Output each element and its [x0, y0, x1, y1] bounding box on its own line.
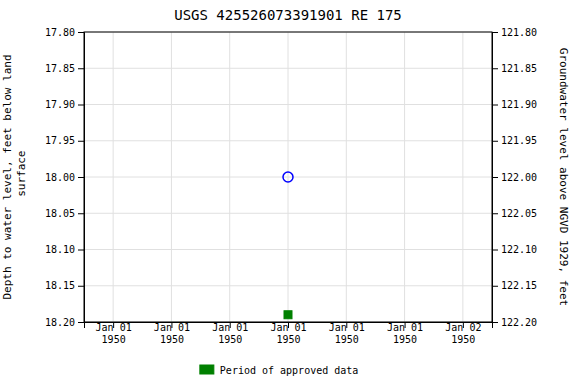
tick: 122.10	[492, 244, 537, 255]
tick: 18.20	[45, 317, 84, 328]
grid-line	[229, 32, 230, 322]
grid-line	[462, 32, 463, 322]
tick: Jan 011950	[270, 322, 306, 345]
axis-title: Groundwater level above NGVD 1929, feet	[557, 48, 570, 306]
axis-title: Depth to water level, feet below land su…	[1, 54, 27, 299]
tick: 17.80	[45, 27, 84, 38]
tick: 18.10	[45, 244, 84, 255]
tick-label: 17.95	[45, 135, 75, 146]
y-axis: 17.80 17.85 17.90 17.95 18.00 18.05 18.10 18.15…	[45, 27, 85, 328]
tick-label: Jan 011950	[387, 322, 423, 345]
grid-line	[113, 32, 114, 322]
plot: Jan 011950 Jan 011950 Jan 011950 Jan 011950…	[45, 27, 537, 345]
tick-label: 17.80	[45, 27, 75, 38]
grid-line	[346, 32, 347, 322]
legend-swatch	[200, 365, 214, 374]
x-axis: Jan 011950 Jan 011950 Jan 011950 Jan 011950…	[85, 322, 493, 345]
tick: 122.05	[492, 208, 537, 219]
tick: Jan 011950	[212, 322, 248, 345]
title: USGS 425526073391901 RE 175	[174, 7, 402, 23]
tick: 17.85	[45, 63, 84, 74]
tick: 18.00	[45, 172, 84, 183]
tick: Jan 011950	[387, 322, 423, 345]
tick: Jan 021950	[445, 322, 481, 345]
point	[284, 311, 292, 319]
tick-label: 121.85	[501, 63, 537, 74]
legend: Period of approved data	[200, 365, 358, 376]
tick: 17.90	[45, 99, 84, 110]
tick-label: 122.15	[501, 280, 537, 291]
tick: 122.20	[492, 317, 537, 328]
plot-frame	[84, 32, 492, 322]
tick: 121.95	[492, 135, 537, 146]
tick-mark	[78, 177, 84, 178]
tick: Jan 011950	[329, 322, 365, 345]
grid-line	[288, 32, 289, 322]
tick: Jan 011950	[96, 322, 132, 345]
chart: Jan 011950 Jan 011950 Jan 011950 Jan 011950…	[0, 0, 576, 384]
tick-label: Jan 011950	[212, 322, 248, 345]
tick-label: 122.10	[501, 244, 537, 255]
legend-label: Period of approved data	[220, 365, 358, 376]
tick-mark	[78, 68, 84, 69]
tick-label: 122.05	[501, 208, 537, 219]
tick: 18.15	[45, 280, 84, 291]
tick-mark	[492, 32, 498, 33]
tick-label: 121.80	[501, 27, 537, 38]
tick-label: 18.05	[45, 208, 75, 219]
tick: 122.15	[492, 280, 537, 291]
grid-line	[171, 32, 172, 322]
tick: 17.95	[45, 135, 84, 146]
tick-label: Jan 011950	[154, 322, 190, 345]
axis-line	[493, 33, 499, 323]
tick-label: 122.20	[501, 317, 537, 328]
tick: 121.90	[492, 99, 537, 110]
tick-label: 17.85	[45, 63, 75, 74]
tick-mark	[78, 105, 84, 106]
tick-mark	[78, 141, 84, 142]
marks	[283, 172, 293, 319]
tick-mark	[492, 141, 498, 142]
tick-mark	[492, 105, 498, 106]
tick-mark	[492, 68, 498, 69]
tick: Jan 011950	[154, 322, 190, 345]
tick-mark	[492, 286, 498, 287]
grid-line	[404, 32, 405, 322]
tick-mark	[78, 213, 84, 214]
tick-label: Jan 011950	[329, 322, 365, 345]
tick-label: Jan 011950	[96, 322, 132, 345]
tick-mark	[492, 322, 498, 323]
axis-line	[78, 33, 85, 323]
tick-label: 122.00	[501, 172, 537, 183]
tick-mark	[492, 250, 498, 251]
series	[283, 172, 293, 182]
tick-mark	[492, 213, 498, 214]
tick: 121.80	[492, 27, 537, 38]
tick-label: 121.95	[501, 135, 537, 146]
series	[284, 311, 292, 319]
tick-mark	[78, 32, 84, 33]
tick: 121.85	[492, 63, 537, 74]
y2-axis: 122.20 122.15 122.10 122.05 122.00 121.95 121.…	[492, 27, 537, 328]
tick-mark	[492, 177, 498, 178]
tick-label: 18.20	[45, 317, 75, 328]
tick-label: 18.15	[45, 280, 75, 291]
grid	[84, 32, 492, 322]
tick: 18.05	[45, 208, 84, 219]
tick-mark	[78, 322, 84, 323]
tick-label: 17.90	[45, 99, 75, 110]
tick-label: Jan 021950	[445, 322, 481, 345]
tick: 122.00	[492, 172, 537, 183]
tick-mark	[78, 250, 84, 251]
point	[283, 172, 293, 182]
tick-label: Jan 011950	[270, 322, 306, 345]
tick-label: 18.10	[45, 244, 75, 255]
tick-label: 121.90	[501, 99, 537, 110]
tick-mark	[78, 286, 84, 287]
tick-label: 18.00	[45, 172, 75, 183]
